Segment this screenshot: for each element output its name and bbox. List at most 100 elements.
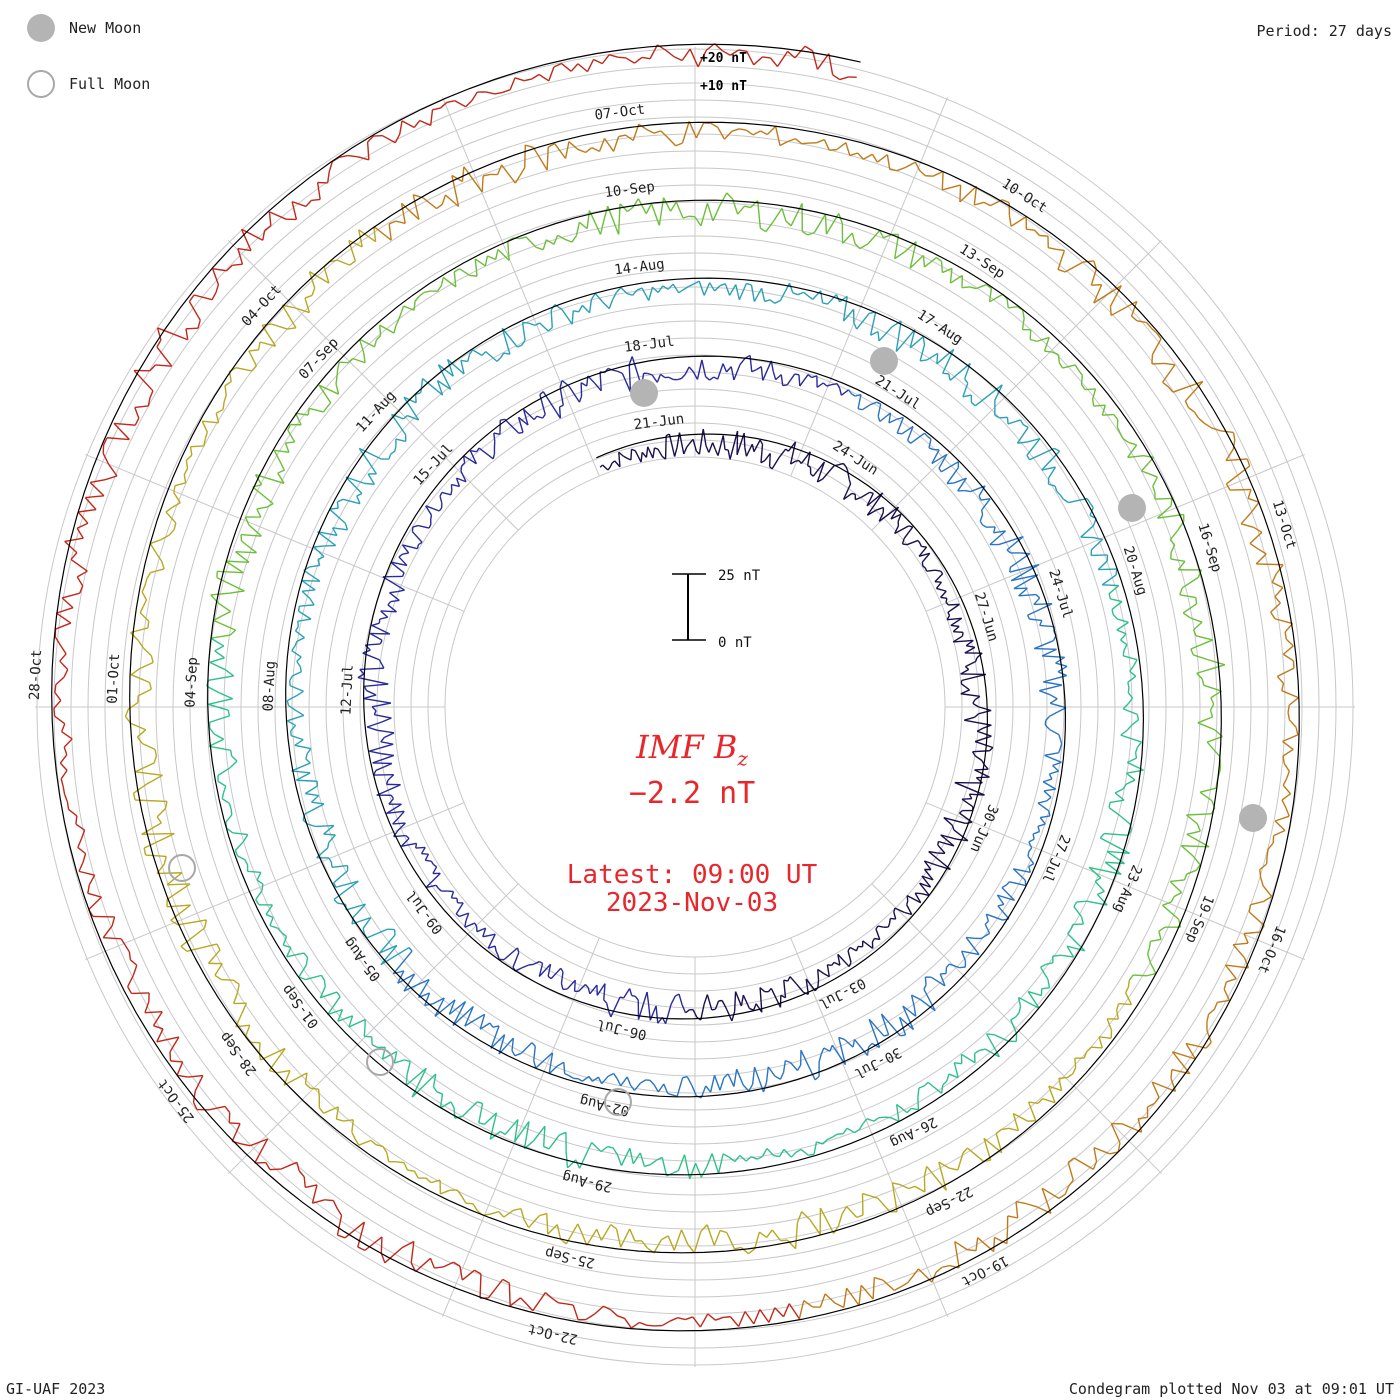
bz-trace-segment — [425, 872, 441, 889]
bz-trace-segment — [869, 401, 877, 406]
bz-trace-segment — [430, 515, 433, 520]
bz-trace-segment — [133, 783, 147, 794]
bz-trace-segment — [565, 1303, 574, 1306]
bz-trace-segment — [834, 1302, 845, 1309]
bz-trace-segment — [637, 991, 648, 1020]
bz-trace-segment — [1054, 485, 1058, 492]
bz-trace-segment — [1259, 877, 1264, 887]
bz-trace-segment — [254, 474, 263, 486]
bz-trace-segment — [156, 816, 162, 824]
bz-trace-segment — [612, 1147, 619, 1156]
bz-trace-segment — [629, 1084, 636, 1091]
bz-trace-segment — [1201, 678, 1205, 686]
date-label: 07-Oct — [594, 101, 646, 123]
bz-trace-segment — [551, 1297, 559, 1304]
bz-trace-segment — [1133, 974, 1147, 977]
bz-trace-segment — [413, 301, 416, 311]
bz-trace-segment — [335, 880, 359, 888]
bz-trace-segment — [817, 969, 820, 980]
bz-trace-segment — [647, 446, 654, 459]
bz-trace-segment — [217, 602, 232, 613]
bz-trace-segment — [337, 1015, 353, 1022]
bz-trace-segment — [224, 381, 232, 387]
bz-trace-segment — [836, 142, 847, 151]
bz-trace-segment — [76, 570, 88, 578]
bz-trace-segment — [789, 441, 797, 465]
bz-trace-segment — [193, 294, 213, 301]
bz-trace-segment — [581, 1233, 588, 1246]
bz-trace-segment — [766, 125, 777, 136]
bz-trace-segment — [1134, 752, 1138, 759]
bz-trace-segment — [366, 141, 370, 160]
bz-trace-segment — [525, 144, 534, 149]
bz-trace-segment — [681, 1004, 687, 1014]
bz-trace-segment — [379, 616, 388, 620]
bz-trace-segment — [750, 284, 756, 302]
bz-trace-segment — [673, 56, 683, 62]
bz-trace-segment — [392, 950, 413, 975]
bz-trace-segment — [1240, 512, 1252, 525]
bz-trace-segment — [1281, 683, 1285, 691]
bz-trace-segment — [281, 932, 287, 938]
bz-trace-segment — [947, 603, 960, 614]
bz-trace-segment — [384, 732, 395, 739]
bz-trace-segment — [1028, 1101, 1039, 1104]
bz-trace-segment — [921, 552, 931, 563]
bz-trace-segment — [460, 359, 468, 363]
bz-trace-segment — [1009, 881, 1026, 887]
bz-trace-segment — [373, 225, 392, 241]
bz-trace-segment — [928, 439, 932, 449]
bz-trace-segment — [1078, 369, 1083, 376]
bz-trace-segment — [1206, 741, 1214, 750]
bz-trace-segment — [1093, 536, 1103, 541]
bz-trace-segment — [803, 1300, 814, 1308]
bz-trace-segment — [1170, 544, 1176, 553]
bz-trace-segment — [1116, 629, 1127, 635]
bz-trace-segment — [312, 1199, 325, 1204]
bz-trace-segment — [400, 305, 405, 314]
bz-trace-segment — [610, 1223, 618, 1230]
bz-trace-segment — [156, 327, 162, 341]
bz-trace-segment — [836, 383, 841, 389]
bz-trace-segment — [769, 299, 776, 304]
bz-trace-segment — [351, 1119, 354, 1133]
bz-trace-segment — [362, 352, 366, 363]
bz-trace-segment — [785, 1059, 791, 1064]
bz-trace-segment — [783, 980, 787, 998]
bz-trace-segment — [917, 1088, 920, 1098]
bz-trace-segment — [684, 366, 690, 375]
bz-trace-segment — [725, 366, 732, 373]
bz-trace-segment — [983, 1138, 992, 1161]
bz-trace-segment — [898, 1017, 907, 1036]
bz-trace-segment — [1058, 1193, 1066, 1199]
bz-trace-segment — [356, 492, 363, 497]
bz-trace-segment — [602, 464, 609, 471]
bz-trace-segment — [1057, 268, 1066, 273]
bz-trace-segment — [1223, 988, 1231, 1001]
bz-trace-segment — [823, 972, 830, 978]
bz-trace-segment — [942, 349, 955, 374]
bz-trace-segment — [1124, 986, 1130, 994]
bz-trace-segment — [849, 152, 859, 157]
bz-trace-segment — [1195, 864, 1201, 871]
bz-trace-segment — [811, 50, 819, 70]
bz-trace-segment — [862, 940, 874, 949]
bz-trace-segment — [832, 1133, 838, 1138]
bz-trace-segment — [77, 511, 89, 524]
bz-trace-segment — [962, 382, 969, 398]
bz-trace-segment — [975, 284, 987, 290]
bz-trace-segment — [862, 1118, 868, 1125]
bz-trace-segment — [723, 130, 733, 140]
bz-trace-segment — [1170, 558, 1186, 563]
bz-trace-segment — [700, 1166, 708, 1178]
bz-trace-segment — [678, 993, 683, 1005]
bz-trace-segment — [1040, 815, 1050, 819]
bz-trace-segment — [759, 227, 767, 233]
bz-trace-segment — [461, 166, 465, 182]
bz-trace-segment — [211, 268, 220, 285]
bz-trace-segment — [207, 949, 221, 964]
bz-trace-segment — [1117, 618, 1129, 624]
bz-trace-segment — [287, 327, 297, 330]
bz-trace-segment — [985, 932, 990, 937]
bz-trace-segment — [624, 1318, 632, 1329]
